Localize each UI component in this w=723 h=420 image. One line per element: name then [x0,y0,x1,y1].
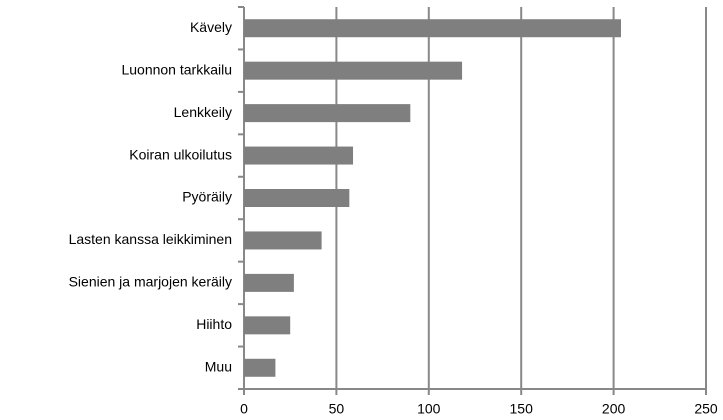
bar [244,146,354,165]
y-tick-label: Luonnon tarkkailu [121,61,232,77]
y-tick-label: Pyöräily [182,189,232,205]
y-tick-label: Sienien ja marjojen keräily [69,274,232,290]
x-tick-label: 50 [329,401,345,417]
bar [244,104,411,123]
bar [244,61,463,80]
x-tick-label: 100 [417,401,441,417]
x-tick-label: 0 [240,401,248,417]
y-tick-label: Lenkkeily [174,104,232,120]
bar [244,189,350,207]
x-tick-label: 150 [510,401,534,417]
y-tick-label: Lasten kanssa leikkiminen [69,231,232,247]
bar [244,358,276,377]
x-tick-label: 200 [602,401,626,417]
y-tick-label: Hiihto [196,316,232,332]
y-tick-label: Kävely [190,19,232,35]
y-tick-label: Koiran ulkoilutus [129,146,232,162]
bar [244,19,621,38]
y-tick-label: Muu [205,358,232,374]
bar [244,273,294,292]
x-tick-label: 250 [694,401,718,417]
bar [244,231,322,250]
bar [244,316,291,335]
